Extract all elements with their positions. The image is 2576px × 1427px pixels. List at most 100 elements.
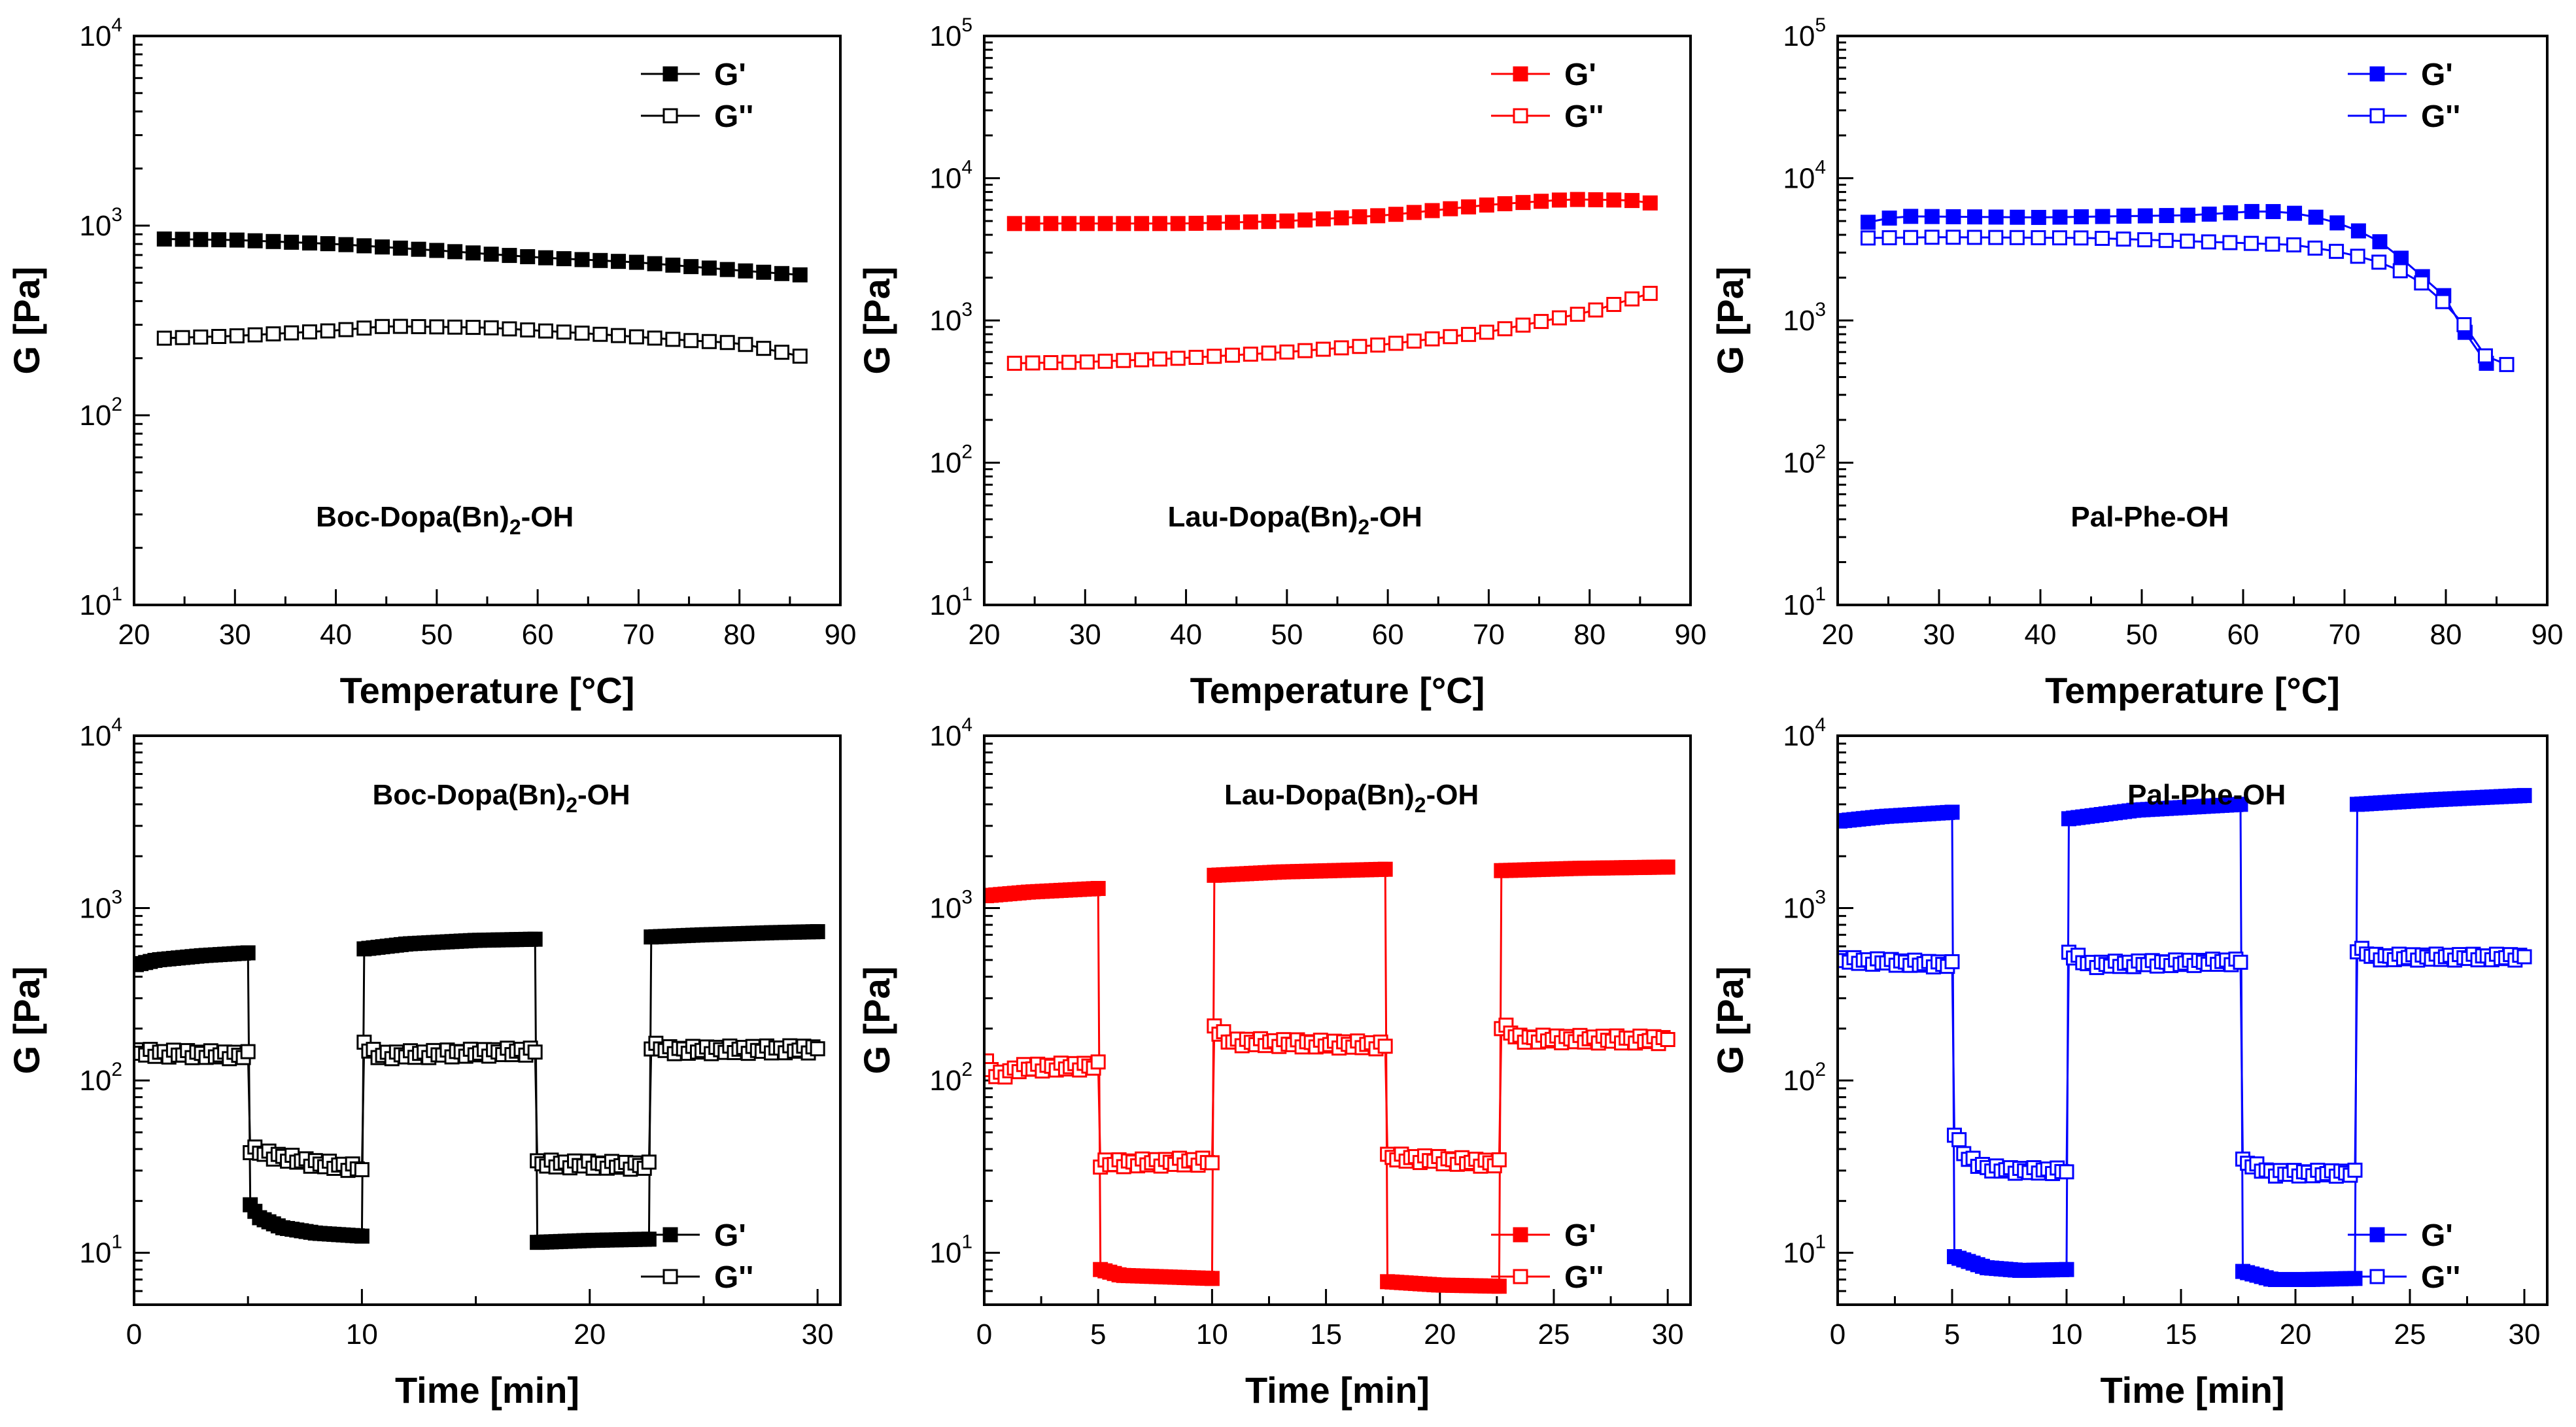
y-tick-label: 104	[929, 157, 972, 195]
plot-frame	[133, 734, 842, 1306]
plot-frame	[1836, 35, 2549, 606]
y-tick-label: 103	[929, 299, 972, 337]
data-point	[1534, 314, 1549, 330]
data-point	[2159, 208, 2174, 224]
data-point	[641, 1231, 657, 1247]
y-tick-label: 101	[79, 1231, 122, 1269]
data-point	[1924, 230, 1940, 245]
y-tick-exponent: 3	[1815, 299, 1826, 320]
data-point	[392, 240, 408, 256]
data-point	[1170, 216, 1186, 232]
legend: G' G''	[1491, 58, 1604, 134]
x-tick-label: 60	[522, 619, 554, 651]
data-point	[1988, 209, 2004, 225]
data-point	[1424, 331, 1440, 347]
data-point	[792, 267, 808, 283]
data-point	[266, 233, 281, 249]
y-tick-base: 10	[79, 400, 111, 432]
data-point	[1006, 216, 1022, 232]
data-point	[556, 324, 572, 340]
y-tick-label: 103	[79, 204, 122, 242]
y-tick-exponent: 5	[961, 14, 972, 36]
x-tick-label: 60	[1372, 619, 1404, 651]
data-point	[338, 237, 354, 252]
y-tick-exponent: 4	[111, 14, 122, 36]
data-point	[247, 327, 263, 343]
data-point	[628, 329, 644, 345]
data-point	[611, 254, 627, 269]
data-point	[1079, 354, 1095, 370]
y-tick-exponent: 1	[111, 583, 122, 605]
data-point	[2223, 205, 2239, 220]
x-tick-label: 80	[1573, 619, 1606, 651]
title-tail: -OH	[1369, 501, 1422, 533]
y-tick-exponent: 3	[111, 204, 122, 226]
y-tick-label: 103	[929, 887, 972, 925]
x-axis-title: Time [min]	[395, 1369, 579, 1411]
data-point	[1642, 195, 1658, 211]
x-axis-title: Temperature [°C]	[1190, 670, 1485, 711]
data-point	[2222, 235, 2238, 250]
data-point	[2233, 797, 2248, 812]
chart-title: Lau-Dopa(Bn)2-OH	[1168, 501, 1422, 539]
x-tick-label: 15	[1310, 1318, 1342, 1350]
data-point	[1491, 1152, 1507, 1167]
series-storage-modulus	[156, 231, 808, 283]
data-point	[1315, 211, 1331, 227]
data-point	[240, 1044, 256, 1059]
title-main: Boc-Dopa(Bn)	[316, 501, 509, 533]
legend-marker-open	[662, 1269, 678, 1284]
y-tick-label: 104	[79, 14, 122, 52]
data-point	[1079, 216, 1095, 232]
data-point	[392, 318, 408, 334]
data-point	[1297, 343, 1313, 358]
data-point	[2031, 230, 2046, 245]
data-point	[247, 233, 263, 249]
data-point	[556, 251, 572, 267]
data-point	[1333, 210, 1349, 226]
data-point	[356, 238, 372, 254]
data-point	[375, 239, 390, 255]
data-point	[266, 326, 281, 342]
series-storage-modulus	[1006, 192, 1658, 232]
y-tick-base: 10	[929, 447, 961, 479]
x-tick-label: 20	[1822, 619, 1854, 651]
data-point	[1443, 329, 1458, 345]
data-point	[284, 325, 300, 341]
data-point	[1377, 861, 1393, 877]
data-point	[1279, 213, 1295, 229]
x-axis-title: Time [min]	[2100, 1369, 2284, 1411]
data-point	[1660, 1032, 1675, 1048]
y-tick-base: 10	[929, 20, 961, 52]
data-point	[1497, 321, 1513, 337]
y-tick-base: 10	[1783, 20, 1815, 52]
y-tick-label: 104	[79, 714, 122, 752]
series-line	[1868, 210, 2488, 364]
data-point	[2180, 207, 2196, 223]
data-point	[1946, 230, 1961, 245]
data-point	[792, 349, 808, 364]
x-axis-title: Time [min]	[1245, 1369, 1430, 1411]
data-point	[211, 232, 227, 248]
y-tick-base: 10	[1783, 720, 1815, 752]
data-point	[447, 244, 463, 260]
plot-area	[1006, 192, 1658, 371]
data-point	[2287, 205, 2303, 221]
y-tick-base: 10	[79, 720, 111, 752]
data-point	[2095, 209, 2110, 224]
data-point	[2286, 237, 2301, 252]
y-tick-base: 10	[1783, 893, 1815, 925]
plot-frame	[133, 35, 842, 606]
series-line	[1839, 947, 2525, 1178]
data-point	[2308, 209, 2324, 225]
x-tick-label: 90	[1675, 619, 1707, 651]
data-point	[284, 234, 300, 250]
y-tick-label: 104	[1783, 714, 1826, 752]
data-point	[211, 328, 227, 344]
y-tick-exponent: 2	[1815, 1059, 1826, 1080]
data-point	[1424, 203, 1440, 218]
data-point	[1967, 209, 1983, 225]
series-loss-modulus	[1838, 940, 2532, 1184]
data-point	[701, 334, 717, 349]
y-tick-base: 10	[929, 720, 961, 752]
